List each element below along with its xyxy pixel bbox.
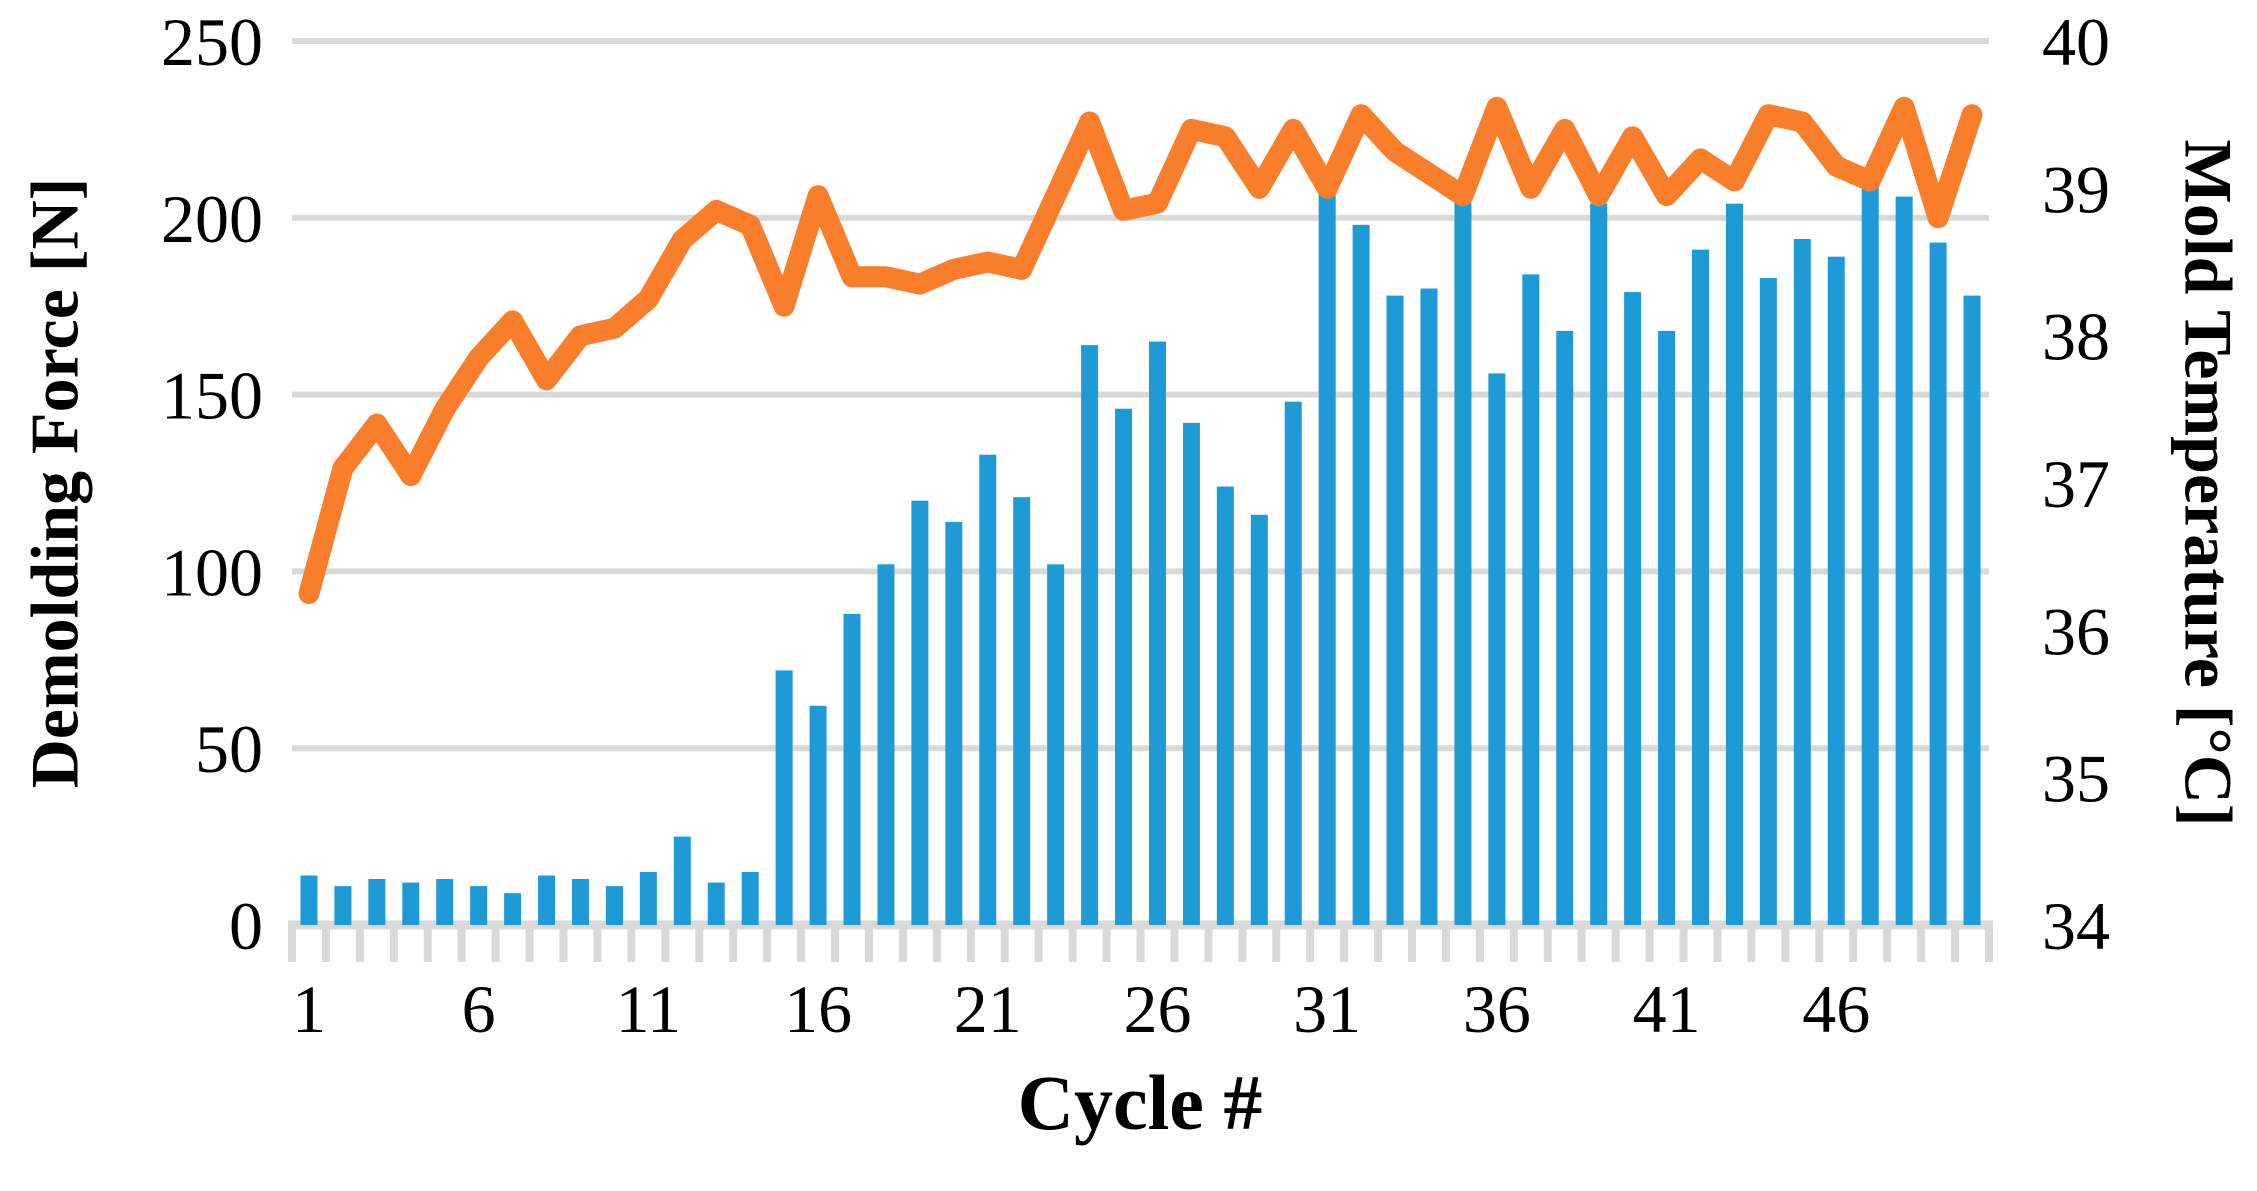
force-bar-cycle-8 xyxy=(538,875,556,925)
right-tick-label-34: 34 xyxy=(2042,888,2110,964)
force-bar-cycle-10 xyxy=(605,886,623,925)
x-tick-label-6: 6 xyxy=(462,971,496,1047)
force-bar-cycle-24 xyxy=(1081,345,1099,925)
force-bar-cycle-46 xyxy=(1827,256,1845,925)
right-tick-label-39: 39 xyxy=(2042,151,2110,227)
force-bar-cycle-20 xyxy=(945,521,963,925)
force-bar-cycle-30 xyxy=(1284,401,1302,925)
force-bar-cycle-23 xyxy=(1047,564,1065,925)
x-tick-label-41: 41 xyxy=(1633,971,1701,1047)
force-bar-cycle-4 xyxy=(402,882,420,925)
right-tick-label-35: 35 xyxy=(2042,741,2110,817)
force-bar-cycle-1 xyxy=(300,875,318,925)
right-tick-label-37: 37 xyxy=(2042,446,2110,522)
force-bar-cycle-44 xyxy=(1759,277,1777,925)
force-bar-cycle-38 xyxy=(1556,330,1574,925)
x-axis-line xyxy=(288,920,1993,962)
x-tick-label-26: 26 xyxy=(1123,971,1191,1047)
force-bar-cycle-33 xyxy=(1386,295,1404,925)
force-bar-cycle-27 xyxy=(1182,422,1200,925)
force-bars-series xyxy=(300,182,1981,926)
left-tick-label-200: 200 xyxy=(161,181,263,257)
x-tick-label-16: 16 xyxy=(784,971,852,1047)
force-bar-cycle-14 xyxy=(741,871,759,925)
force-bar-cycle-26 xyxy=(1148,341,1166,925)
force-bar-cycle-34 xyxy=(1420,288,1438,925)
force-bar-cycle-32 xyxy=(1352,224,1370,925)
force-bar-cycle-16 xyxy=(809,705,827,925)
force-bar-cycle-39 xyxy=(1590,203,1608,925)
force-bar-cycle-35 xyxy=(1454,182,1472,925)
x-tick-label-11: 11 xyxy=(616,971,681,1047)
force-bar-cycle-25 xyxy=(1115,408,1133,925)
force-bar-cycle-47 xyxy=(1861,185,1879,925)
x-tick-label-36: 36 xyxy=(1463,971,1531,1047)
left-axis-title: Demolding Force [N] xyxy=(16,177,93,789)
force-bar-cycle-17 xyxy=(843,613,861,925)
force-bar-cycle-31 xyxy=(1318,189,1336,926)
right-tick-label-36: 36 xyxy=(2042,593,2110,669)
force-bar-cycle-29 xyxy=(1250,514,1268,925)
left-axis-tick-labels: 250 200 150 100 50 0 xyxy=(161,4,263,964)
force-bar-cycle-7 xyxy=(504,893,522,925)
force-bar-cycle-28 xyxy=(1216,486,1234,925)
mold-temperature-line xyxy=(298,96,1983,604)
force-bar-cycle-48 xyxy=(1895,196,1913,926)
force-bar-cycle-21 xyxy=(979,454,997,925)
right-tick-label-40: 40 xyxy=(2042,4,2110,80)
left-tick-label-50: 50 xyxy=(195,711,263,787)
force-bar-cycle-13 xyxy=(707,882,725,925)
x-axis-tick-labels: 1 6 11 16 21 26 31 36 41 46 xyxy=(292,971,1870,1047)
x-axis-title: Cycle # xyxy=(1017,1059,1263,1146)
force-bar-cycle-12 xyxy=(673,836,691,925)
force-bar-cycle-19 xyxy=(911,500,929,925)
force-bar-cycle-5 xyxy=(436,879,454,925)
x-tick-label-31: 31 xyxy=(1293,971,1361,1047)
x-tick-label-46: 46 xyxy=(1802,971,1870,1047)
force-bar-cycle-18 xyxy=(877,564,895,925)
force-bar-cycle-9 xyxy=(571,879,589,925)
x-tick-label-1: 1 xyxy=(292,971,326,1047)
force-bar-cycle-15 xyxy=(775,670,793,925)
force-bar-cycle-49 xyxy=(1929,242,1947,925)
force-bar-cycle-41 xyxy=(1658,330,1676,925)
left-tick-label-150: 150 xyxy=(161,358,263,434)
force-bar-cycle-45 xyxy=(1793,239,1811,926)
force-bar-cycle-43 xyxy=(1725,203,1743,925)
force-bar-cycle-3 xyxy=(368,879,386,925)
force-bar-cycle-11 xyxy=(639,871,657,925)
force-bar-cycle-22 xyxy=(1013,497,1031,925)
left-tick-label-250: 250 xyxy=(161,4,263,80)
right-axis-title: Mold Temperature [°C] xyxy=(2170,139,2247,827)
force-bar-cycle-42 xyxy=(1692,249,1710,925)
right-tick-label-38: 38 xyxy=(2042,299,2110,375)
force-bar-cycle-36 xyxy=(1488,373,1506,925)
force-bar-cycle-6 xyxy=(470,886,488,925)
force-bar-cycle-50 xyxy=(1963,295,1981,925)
x-tick-label-21: 21 xyxy=(954,971,1022,1047)
right-axis-tick-labels: 40 39 38 37 36 35 34 xyxy=(2042,4,2110,964)
left-tick-label-0: 0 xyxy=(229,888,263,964)
left-tick-label-100: 100 xyxy=(161,534,263,610)
force-bar-cycle-40 xyxy=(1624,292,1642,925)
force-bar-cycle-37 xyxy=(1522,274,1540,926)
force-bar-cycle-2 xyxy=(334,886,352,925)
